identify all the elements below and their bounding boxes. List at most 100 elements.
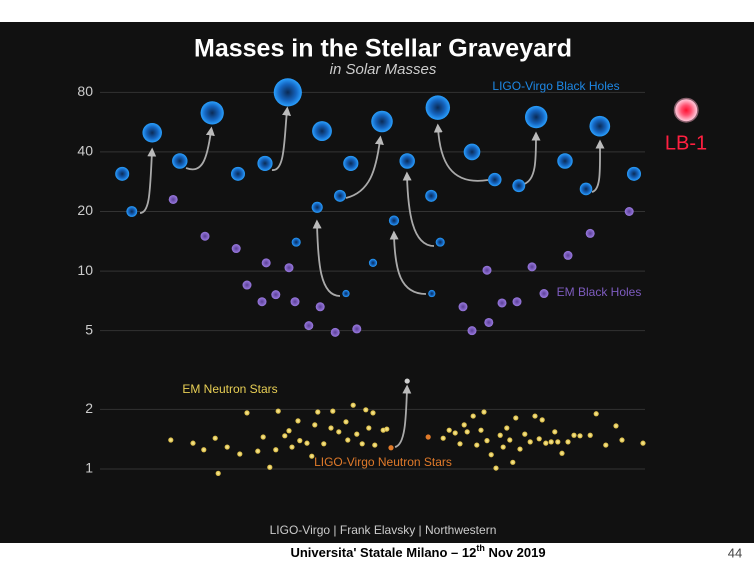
- point: [282, 433, 288, 439]
- point: [343, 419, 349, 425]
- point: [527, 262, 537, 272]
- point: [548, 439, 554, 445]
- series-label: EM Black Holes: [557, 285, 642, 299]
- point: [452, 430, 458, 436]
- point: [350, 402, 356, 408]
- point: [321, 441, 327, 447]
- page-number: 44: [728, 545, 742, 560]
- point: [359, 441, 365, 447]
- point: [458, 302, 468, 312]
- point: [640, 440, 646, 446]
- point: [261, 258, 271, 268]
- point: [352, 324, 362, 334]
- series-label: LIGO-Virgo Black Holes: [492, 79, 619, 93]
- point: [237, 451, 243, 457]
- point: [330, 327, 340, 337]
- point: [372, 442, 378, 448]
- y-tick-label: 5: [85, 321, 93, 337]
- point: [334, 189, 346, 202]
- merger-arrows: [139, 106, 605, 448]
- point: [619, 437, 625, 443]
- point: [255, 448, 261, 454]
- point: [354, 431, 360, 437]
- point: [384, 426, 390, 432]
- point: [231, 244, 241, 254]
- point: [585, 228, 595, 238]
- point: [190, 440, 196, 446]
- series-label: LB-1: [665, 132, 707, 154]
- point: [142, 123, 162, 143]
- point: [532, 413, 538, 419]
- point: [613, 423, 619, 429]
- point: [435, 237, 445, 247]
- point: [273, 78, 302, 107]
- chart-title: Masses in the Stellar Graveyard: [194, 35, 572, 63]
- point: [289, 444, 295, 450]
- point: [275, 408, 281, 414]
- point: [461, 422, 467, 428]
- point: [478, 427, 484, 433]
- point: [488, 452, 494, 458]
- point: [425, 434, 431, 440]
- footer-sup: th: [476, 543, 485, 553]
- point: [464, 429, 470, 435]
- credit: LIGO-Virgo | Frank Elavsky | Northwester…: [270, 523, 497, 537]
- point: [522, 431, 528, 437]
- point: [244, 410, 250, 416]
- point: [552, 429, 558, 435]
- point: [330, 408, 336, 414]
- point: [168, 437, 174, 443]
- y-tick-label: 2: [85, 400, 93, 416]
- point: [304, 321, 314, 331]
- point: [363, 407, 369, 413]
- point: [536, 436, 542, 442]
- point: [527, 439, 533, 445]
- y-tick-label: 10: [77, 262, 93, 278]
- point: [168, 194, 178, 204]
- point: [513, 415, 519, 421]
- point: [304, 440, 310, 446]
- point: [343, 155, 359, 171]
- point: [517, 446, 523, 452]
- point: [512, 179, 526, 193]
- point: [231, 166, 245, 181]
- point: [557, 153, 573, 169]
- point: [370, 410, 376, 416]
- point: [425, 189, 438, 202]
- point: [484, 438, 490, 444]
- chart-background: [0, 22, 754, 543]
- point: [497, 298, 507, 308]
- point: [577, 433, 583, 439]
- point: [309, 453, 315, 459]
- point: [493, 465, 499, 471]
- point: [115, 166, 130, 181]
- point: [388, 215, 400, 226]
- point: [587, 432, 593, 438]
- point: [539, 417, 545, 423]
- point: [312, 422, 318, 428]
- point: [201, 447, 207, 453]
- point: [200, 101, 224, 125]
- lb1-point: [673, 97, 699, 123]
- point: [488, 172, 502, 187]
- point: [497, 432, 503, 438]
- point: [212, 435, 218, 441]
- point: [603, 442, 609, 448]
- footer: Universita' Statale Milano – 12th Nov 20…: [290, 543, 545, 560]
- point: [425, 95, 451, 120]
- point: [284, 263, 294, 273]
- series-label: LIGO-Virgo Neutron Stars: [314, 455, 452, 469]
- point: [446, 427, 452, 433]
- point: [315, 409, 321, 415]
- point: [257, 155, 273, 171]
- point: [312, 121, 332, 141]
- point: [297, 438, 303, 444]
- point: [504, 425, 510, 431]
- y-tick-label: 1: [85, 460, 93, 476]
- point: [467, 326, 477, 336]
- point: [315, 302, 325, 312]
- point: [565, 439, 571, 445]
- point: [342, 289, 350, 298]
- point: [399, 153, 415, 169]
